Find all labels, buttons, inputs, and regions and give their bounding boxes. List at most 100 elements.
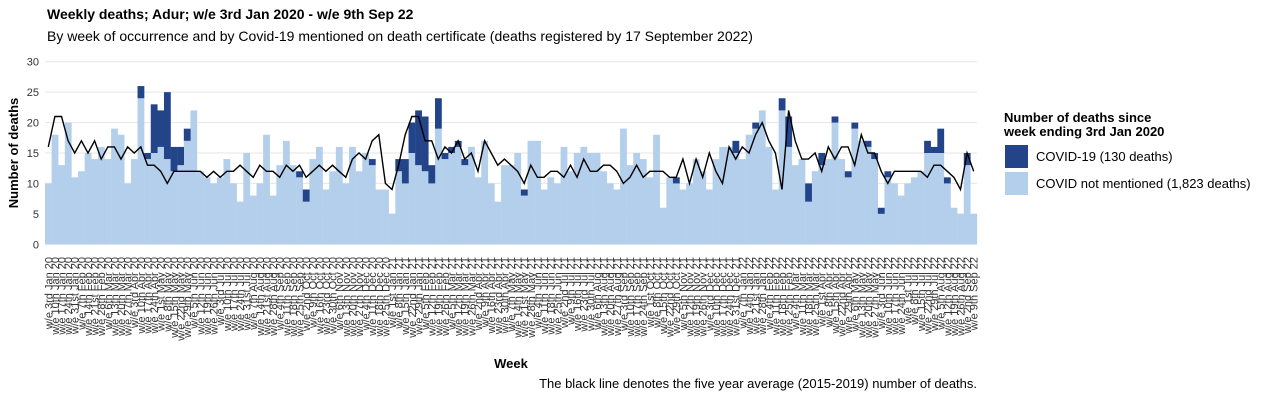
x-tick-label: w/e 18th Jun 21	[546, 257, 558, 336]
x-tick-label: w/e 21st Aug 20	[261, 257, 273, 336]
bar-segment	[620, 128, 627, 245]
bar-segment	[144, 159, 151, 245]
bar-segment	[91, 159, 99, 245]
bar-segment	[276, 165, 284, 245]
bar-segment	[197, 171, 204, 245]
x-tick-label: w/e 31st Jan 20	[70, 257, 82, 335]
bar-segment	[580, 146, 588, 245]
x-tick-label: w/e 12th Aug 22	[942, 257, 954, 337]
y-tick-label: 25	[27, 87, 39, 99]
bar-segment	[144, 153, 151, 160]
x-tick-label: w/e 13th Mar 20	[109, 257, 121, 337]
bar-segment	[877, 207, 885, 214]
bar-segment	[256, 183, 264, 245]
bar-segment	[672, 183, 680, 245]
bar-segment	[448, 146, 456, 153]
bar-segment	[600, 171, 608, 245]
bar-segment	[441, 159, 449, 245]
bar-segment	[963, 165, 971, 245]
x-tick-label: w/e 25th Dec 20	[380, 257, 392, 338]
x-tick-label: w/e 26th Mar 21	[466, 257, 478, 337]
bar-segment	[705, 189, 713, 245]
x-tick-label: w/e 28th Aug 20	[268, 257, 280, 337]
x-tick-label: w/e 7th Jan 22	[737, 257, 749, 330]
bar-segment	[791, 165, 799, 245]
bar-segment	[415, 165, 422, 245]
bar-segment	[263, 134, 270, 245]
bar-segment	[838, 159, 846, 245]
bar-segment	[877, 213, 885, 245]
x-tick-label: w/e 25th Mar 22	[810, 257, 822, 337]
legend-title: Number of deaths since week ending 3rd J…	[1004, 110, 1165, 139]
x-tick-label: w/e 26th Feb 21	[440, 257, 452, 337]
bar-segment	[302, 201, 310, 245]
x-tick-label: w/e 16th Jul 21	[572, 257, 584, 332]
y-tick-label: 5	[33, 209, 39, 221]
bar-segment	[368, 165, 376, 245]
bar-segment	[335, 146, 343, 245]
bar-segment	[540, 189, 548, 245]
x-tick-label: w/e 4th Feb 22	[764, 257, 776, 331]
x-tick-label: w/e 11th Jun 21	[539, 257, 551, 335]
bar-segment	[659, 207, 667, 245]
x-tick-label: w/e 6th Aug 21	[592, 257, 604, 331]
x-tick-label: w/e 10th Sep 21	[625, 257, 637, 338]
bar-segment	[117, 134, 125, 245]
x-tick-label: w/e 13th Nov 20	[341, 257, 353, 338]
bar-segment	[739, 159, 746, 245]
x-tick-label: w/e 18th Feb 22	[777, 257, 789, 337]
bar-segment	[772, 189, 779, 245]
x-tick-label: w/e 19th Aug 22	[949, 257, 961, 337]
bar-segment	[362, 153, 370, 245]
x-tick-label: w/e 3rd Jul 20	[215, 257, 227, 326]
x-tick-label: w/e 26th Jun 20	[209, 257, 221, 336]
bar-segment	[428, 183, 436, 245]
x-tick-label: w/e 6th May 22	[850, 257, 862, 333]
bar-segment	[342, 183, 350, 245]
bar-segment	[289, 165, 297, 245]
x-tick-label: w/e 6th Mar 20	[103, 257, 115, 331]
bar-segment	[124, 183, 132, 245]
bar-segment	[732, 140, 740, 153]
x-tick-label: w/e 28th Jan 22	[757, 257, 769, 336]
x-tick-label: w/e 3rd Jun 22	[876, 257, 888, 330]
x-tick-label: w/e 28th Feb 20	[96, 257, 108, 337]
x-tick-label: w/e 5th Mar 21	[447, 257, 459, 331]
x-tick-label: w/e 30th Oct 20	[328, 257, 340, 335]
x-tick-label: w/e 3rd Sep 21	[618, 257, 630, 332]
bar-segment	[646, 177, 654, 245]
x-tick-label: w/e 12th Feb 21	[427, 257, 439, 337]
x-tick-label: w/e 17th Dec 21	[718, 257, 730, 338]
x-tick-label: w/e 17th Jul 20	[228, 257, 240, 332]
bar-segment	[150, 104, 158, 153]
bar-segment	[831, 122, 839, 245]
x-axis-label: Week	[494, 356, 528, 371]
bar-segment	[626, 165, 634, 245]
bar-segment	[329, 171, 337, 245]
x-tick-label: w/e 21st May 21	[519, 257, 531, 338]
bar-segment	[851, 128, 859, 245]
y-tick-label: 15	[27, 148, 39, 160]
x-tick-label: w/e 15th Oct 21	[658, 257, 670, 335]
x-tick-label: w/e 29th May 20	[182, 257, 194, 339]
bar-segment	[937, 128, 945, 153]
x-tick-label: w/e 11th Dec 20	[367, 257, 379, 337]
bar-segment	[183, 140, 191, 245]
x-tick-label: w/e 29th Jan 21	[414, 257, 426, 336]
bar-segment	[309, 159, 317, 245]
bar-segment	[910, 177, 918, 245]
x-tick-label: w/e 29th Apr 22	[843, 257, 855, 334]
bar-segment	[408, 122, 416, 153]
bar-segment	[725, 146, 733, 245]
bar-segment	[223, 159, 231, 245]
bar-segment	[401, 159, 409, 184]
bar-segment	[871, 159, 879, 245]
x-tick-label: w/e 8th Apr 22	[823, 257, 835, 328]
x-tick-label: w/e 21st Jan 22	[751, 257, 763, 335]
bar-segment	[818, 165, 826, 245]
bar-segment	[501, 165, 508, 245]
x-tick-label: w/e 30th Apr 21	[499, 257, 511, 334]
bar-segment	[752, 122, 760, 129]
bar-segment	[534, 140, 541, 245]
